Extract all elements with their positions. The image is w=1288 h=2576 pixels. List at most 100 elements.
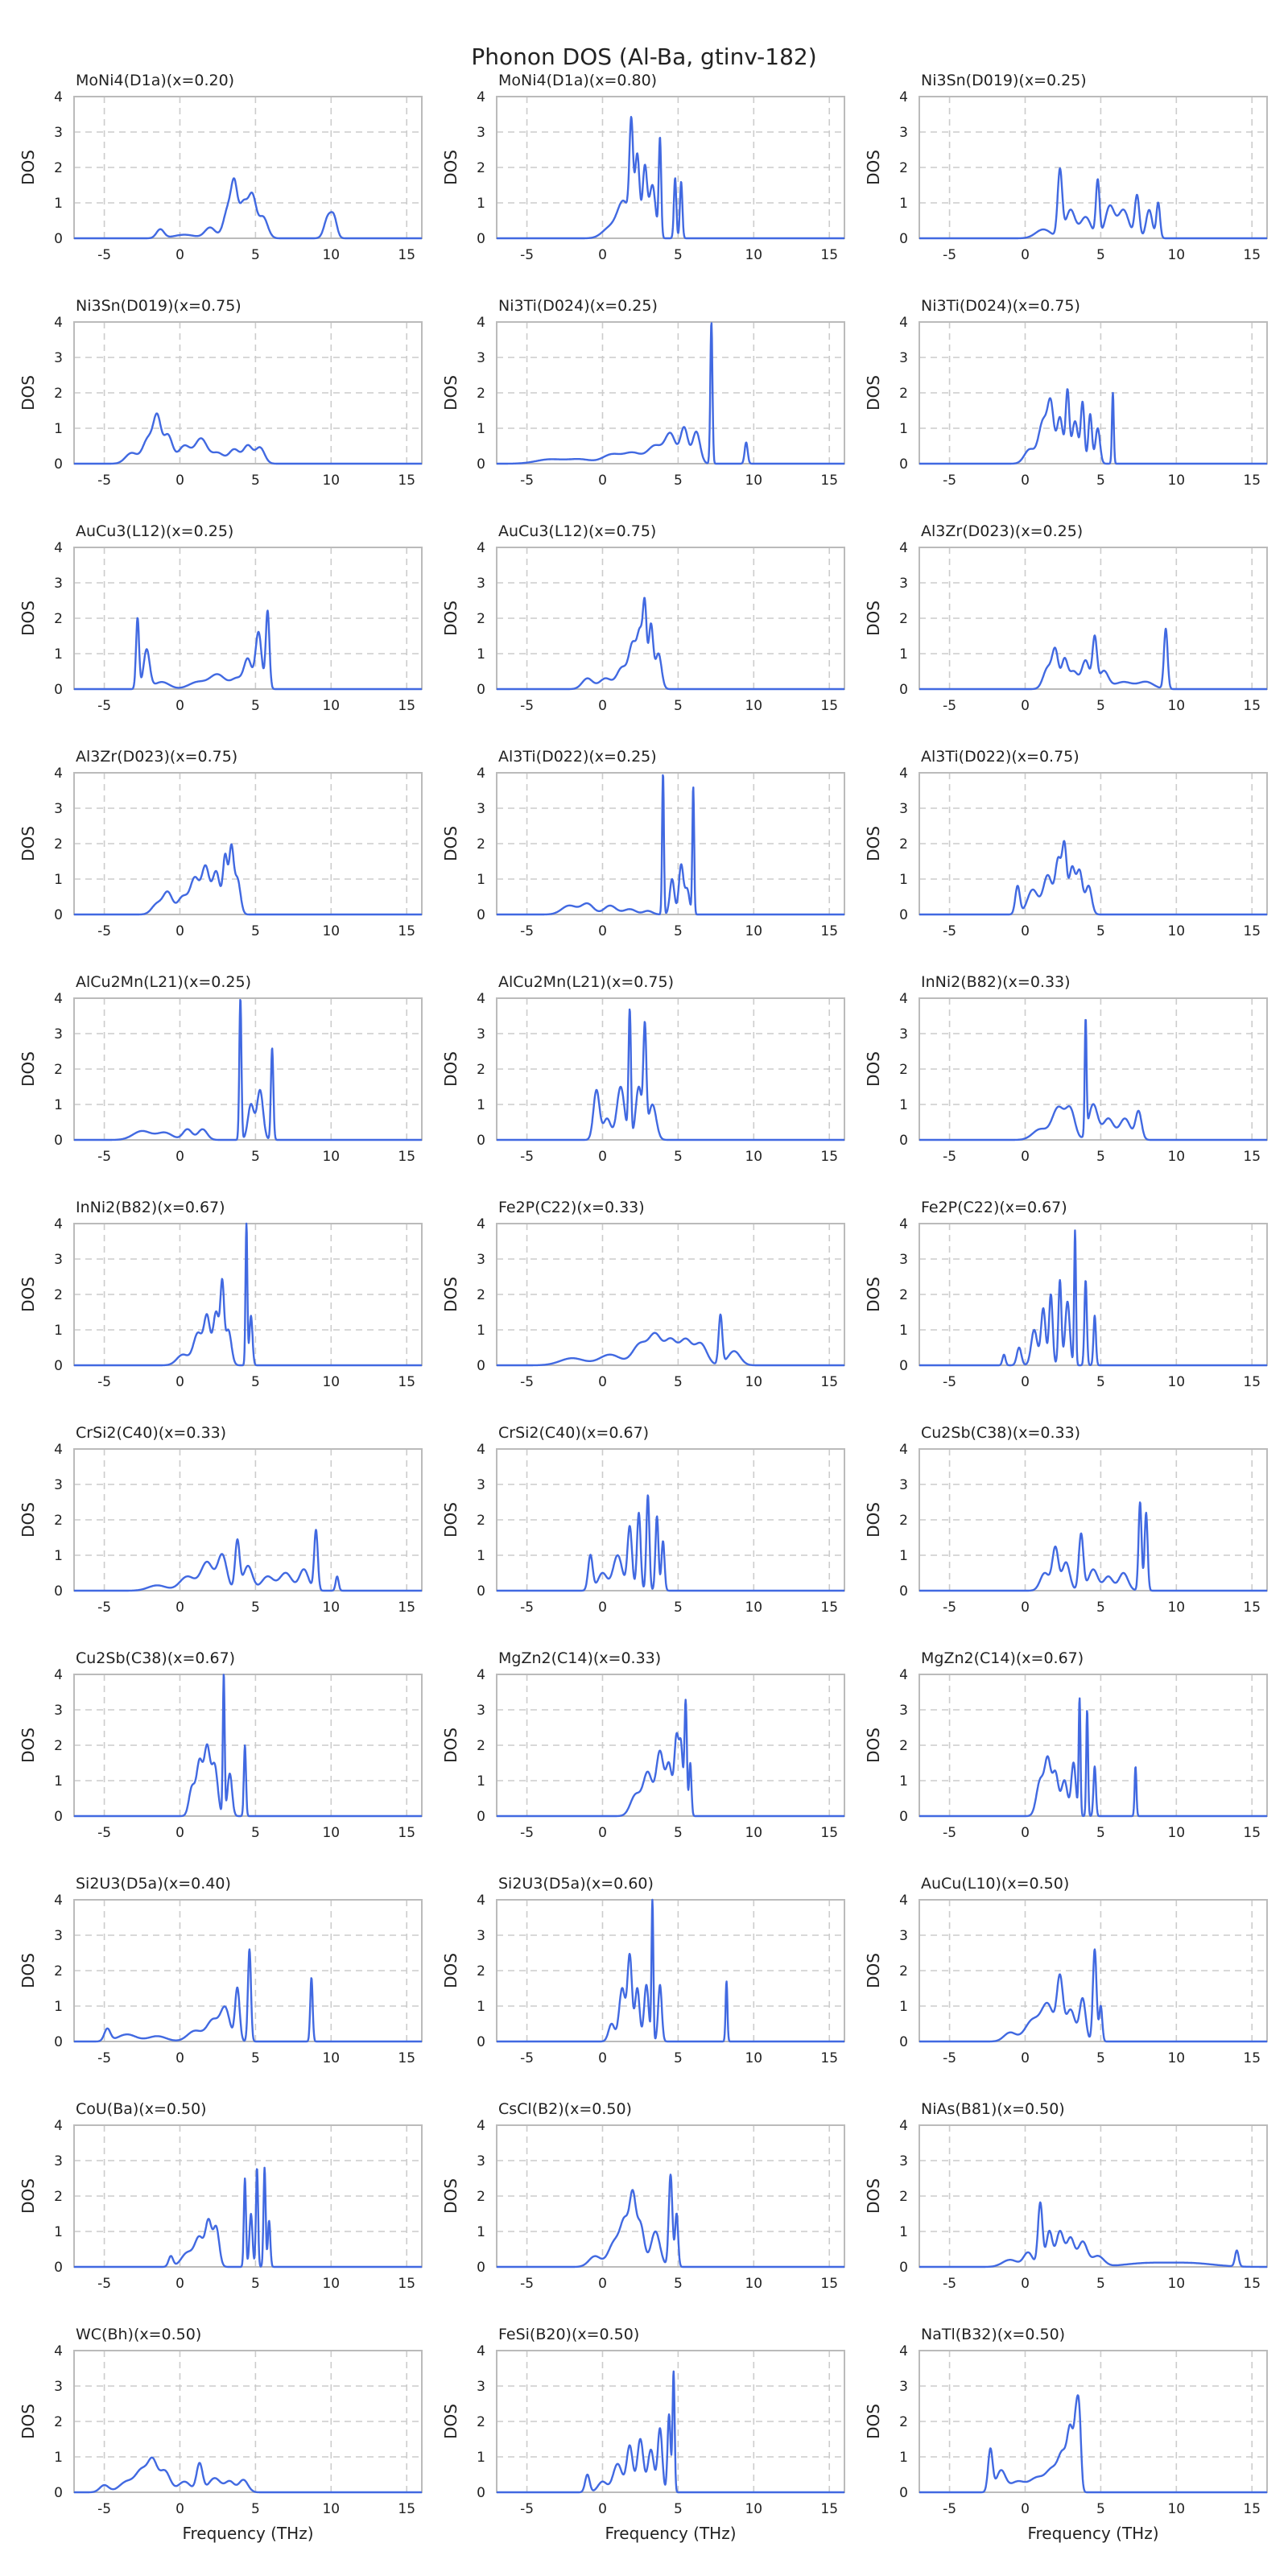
x-tick-label: 10 (322, 2276, 340, 2292)
y-tick-label: 4 (899, 1442, 908, 1458)
x-tick-label: 15 (398, 698, 415, 714)
y-tick-label: 2 (477, 1513, 485, 1529)
plot-frame (919, 96, 1268, 239)
y-tick-label: 4 (477, 540, 485, 556)
x-tick-label: 10 (322, 473, 340, 489)
x-tick-label: 5 (1096, 2276, 1105, 2292)
x-axis-label: Frequency (THz) (605, 2524, 736, 2543)
plot-frame (919, 321, 1268, 464)
subplot-30: -5 0 5 10 15 0 1 2 3 4 WC(Bh)(x=0.50) DOS Frequency … (19, 2326, 423, 2543)
x-tick-label: 15 (398, 923, 415, 939)
x-tick-label: 10 (745, 2501, 762, 2517)
subplot-title: Al3Zr(D023)(x=0.75) (76, 748, 237, 766)
dos-series-line (73, 1674, 423, 1818)
y-tick-label: 3 (54, 1477, 63, 1493)
x-tick-label: 15 (820, 1600, 838, 1616)
x-tick-label: 10 (745, 247, 762, 263)
subplot-21: -5 0 5 10 15 0 1 2 3 4 Cu2Sb(C38)(x=0.67) DOS (19, 1649, 423, 1841)
y-tick-label: 4 (899, 2118, 908, 2134)
x-tick-label: -5 (943, 1374, 956, 1390)
x-tick-label: 15 (1243, 1374, 1261, 1390)
plot-frame (919, 1899, 1268, 2042)
x-tick-label: 0 (175, 1600, 184, 1616)
x-tick-label: 10 (1167, 247, 1185, 263)
y-tick-label: 0 (477, 2485, 485, 2501)
x-tick-label: 10 (745, 923, 762, 939)
x-tick-label: 15 (820, 1149, 838, 1165)
x-tick-label: 5 (1096, 1149, 1105, 1165)
dos-series-line (73, 177, 423, 240)
y-tick-label: 2 (54, 1513, 63, 1529)
plot-frame (73, 1448, 423, 1591)
y-tick-label: 4 (899, 540, 908, 556)
y-tick-label: 1 (54, 1097, 63, 1113)
x-tick-label: -5 (520, 247, 534, 263)
x-tick-label: -5 (97, 1825, 111, 1841)
dos-series-line (496, 2370, 845, 2494)
y-tick-label: 1 (477, 2450, 485, 2466)
subplot-17: -5 0 5 10 15 0 1 2 3 4 Fe2P(C22)(x=0.67) DOS (864, 1199, 1268, 1390)
x-tick-label: 0 (1021, 698, 1030, 714)
x-tick-label: 5 (1096, 473, 1105, 489)
dos-series-line (73, 1948, 423, 2043)
x-tick-label: 15 (820, 2501, 838, 2517)
y-tick-label: 0 (899, 907, 908, 923)
y-tick-label: 3 (477, 1703, 485, 1719)
x-tick-label: 5 (251, 1825, 260, 1841)
subplot-title: Fe2P(C22)(x=0.67) (921, 1199, 1067, 1216)
y-tick-label: 4 (899, 315, 908, 331)
y-tick-label: 4 (54, 1667, 63, 1683)
x-tick-label: 0 (1021, 2501, 1030, 2517)
x-tick-label: -5 (520, 473, 534, 489)
y-tick-label: 2 (54, 1963, 63, 1979)
y-tick-label: 1 (477, 1323, 485, 1339)
y-tick-label: 0 (899, 456, 908, 473)
x-tick-label: 5 (251, 1600, 260, 1616)
dos-series-line (496, 1699, 845, 1818)
plot-frame (73, 1223, 423, 1366)
y-tick-label: 4 (477, 766, 485, 782)
y-tick-label: 4 (477, 1667, 485, 1683)
x-tick-label: -5 (520, 2276, 534, 2292)
y-tick-label: 4 (477, 1442, 485, 1458)
x-tick-label: 5 (674, 1374, 683, 1390)
subplot-4: -5 0 5 10 15 0 1 2 3 4 Ni3Ti(D024)(x=0.25) DOS (441, 297, 845, 489)
x-tick-label: 0 (175, 923, 184, 939)
subplot-title: InNi2(B82)(x=0.33) (921, 973, 1071, 991)
y-axis-label: DOS (441, 375, 460, 411)
x-tick-label: 5 (674, 923, 683, 939)
x-tick-label: 15 (1243, 247, 1261, 263)
subplot-title: AuCu3(L12)(x=0.75) (498, 522, 656, 540)
y-axis-label: DOS (864, 826, 883, 861)
plot-frame (73, 2350, 423, 2493)
x-tick-label: 15 (820, 698, 838, 714)
dos-series-line (73, 609, 423, 691)
x-tick-label: -5 (97, 473, 111, 489)
y-axis-label: DOS (19, 601, 38, 636)
figure-title: Phonon DOS (Al-Ba, gtinv-182) (471, 43, 817, 70)
y-tick-label: 2 (899, 1062, 908, 1078)
y-axis-label: DOS (19, 1953, 38, 1988)
plot-frame (496, 1674, 845, 1817)
y-tick-label: 3 (899, 2379, 908, 2395)
y-tick-label: 0 (54, 456, 63, 473)
subplot-28: -5 0 5 10 15 0 1 2 3 4 CsCl(B2)(x=0.50) DOS (441, 2100, 845, 2292)
subplot-title: Ni3Sn(D019)(x=0.25) (921, 72, 1087, 89)
x-tick-label: -5 (943, 1825, 956, 1841)
x-tick-label: -5 (520, 2050, 534, 2066)
y-tick-label: 2 (54, 2189, 63, 2205)
plot-frame (919, 772, 1268, 915)
x-tick-label: 5 (674, 1149, 683, 1165)
dos-series-line (919, 840, 1268, 916)
x-tick-label: 10 (745, 2050, 762, 2066)
y-tick-label: 2 (899, 160, 908, 176)
x-tick-label: 10 (1167, 473, 1185, 489)
y-tick-label: 1 (54, 1323, 63, 1339)
x-tick-label: 0 (598, 698, 607, 714)
x-tick-label: 15 (398, 2501, 415, 2517)
y-tick-label: 1 (477, 1548, 485, 1564)
x-tick-label: 5 (1096, 1374, 1105, 1390)
y-axis-label: DOS (864, 1277, 883, 1312)
subplot-8: -5 0 5 10 15 0 1 2 3 4 Al3Zr(D023)(x=0.25) DOS (864, 522, 1268, 714)
x-tick-label: 5 (251, 473, 260, 489)
